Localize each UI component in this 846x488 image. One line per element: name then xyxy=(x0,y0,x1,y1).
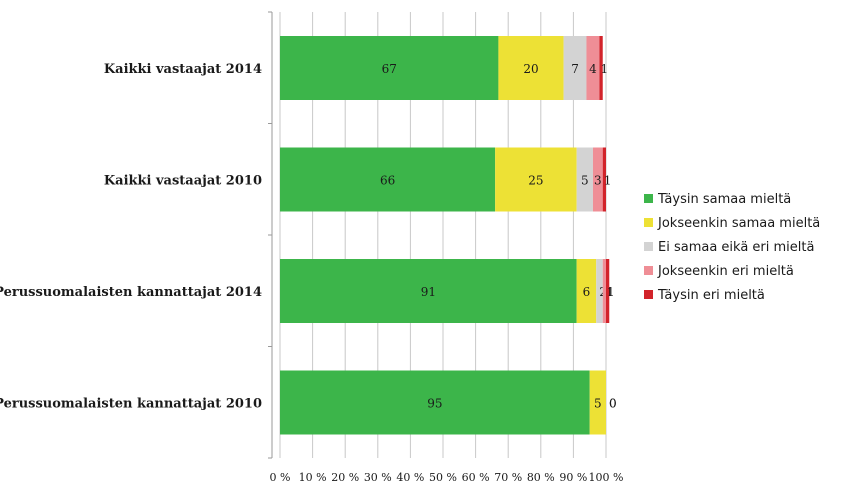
bar-segment xyxy=(495,147,577,212)
bar-segment xyxy=(576,259,597,323)
category-label: Perussuomalaisten kannattajat 2010 xyxy=(0,397,262,412)
x-tick-label: 50 % xyxy=(429,471,457,484)
x-tick-label: 80 % xyxy=(527,471,555,484)
legend-label: Täysin eri mieltä xyxy=(657,288,765,303)
category-label: Perussuomalaisten kannattajat 2014 xyxy=(0,285,262,300)
bar-segment xyxy=(563,36,587,100)
legend-swatch xyxy=(644,266,653,275)
category-label: Kaikki vastaajat 2014 xyxy=(104,62,262,77)
data-label: 5 xyxy=(581,174,589,188)
data-label: 5 xyxy=(594,397,602,411)
x-tick-label: 70 % xyxy=(494,471,522,484)
data-label: 7 xyxy=(571,62,579,76)
x-tick-label: 20 % xyxy=(331,471,359,484)
x-tick-label: 90 % xyxy=(559,471,587,484)
x-tick-label: 60 % xyxy=(462,471,490,484)
data-label: 1 xyxy=(606,285,614,299)
data-label: 3 xyxy=(594,174,602,188)
data-label: 1 xyxy=(604,174,612,188)
legend-label: Jokseenkin eri mieltä xyxy=(657,264,794,279)
data-label: 1 xyxy=(600,62,608,76)
x-tick-label: 40 % xyxy=(396,471,424,484)
bar-segment xyxy=(592,147,603,212)
legend-label: Ei samaa eikä eri mieltä xyxy=(658,240,814,255)
data-label: 20 xyxy=(523,62,538,76)
bar-segment xyxy=(280,259,577,323)
bar-segment xyxy=(576,147,593,212)
legend-label: Täysin samaa mieltä xyxy=(657,192,791,207)
bar-segment xyxy=(498,36,564,100)
bar-segment xyxy=(602,147,606,212)
bar-segment xyxy=(599,36,603,100)
legend-swatch xyxy=(644,290,653,299)
data-label: 25 xyxy=(528,174,543,188)
bar-segment xyxy=(606,259,610,323)
bar-segment xyxy=(589,370,606,435)
data-label: 1 xyxy=(607,285,615,299)
bar-segment xyxy=(280,370,590,435)
data-label: 6 xyxy=(583,285,591,299)
legend-swatch xyxy=(644,242,653,251)
legend-label: Jokseenkin samaa mieltä xyxy=(657,216,820,231)
data-label: 0 xyxy=(609,397,617,411)
x-tick-label: 10 % xyxy=(299,471,327,484)
category-label: Kaikki vastaajat 2010 xyxy=(104,174,262,189)
bar-segment xyxy=(602,259,606,323)
data-label: 91 xyxy=(421,285,436,299)
data-label: 95 xyxy=(427,397,442,411)
bar-segment xyxy=(280,36,499,100)
data-label: 4 xyxy=(589,62,597,76)
legend-swatch xyxy=(644,194,653,203)
x-tick-label: 0 % xyxy=(270,471,291,484)
legend-swatch xyxy=(644,218,653,227)
data-label: 0 xyxy=(609,397,617,411)
bar-segment xyxy=(596,259,603,323)
data-label: 67 xyxy=(382,62,397,76)
x-tick-label: 100 % xyxy=(589,471,624,484)
data-label: 66 xyxy=(380,174,395,188)
bar-segment xyxy=(280,147,496,212)
x-tick-label: 30 % xyxy=(364,471,392,484)
bar-segment xyxy=(586,36,600,100)
